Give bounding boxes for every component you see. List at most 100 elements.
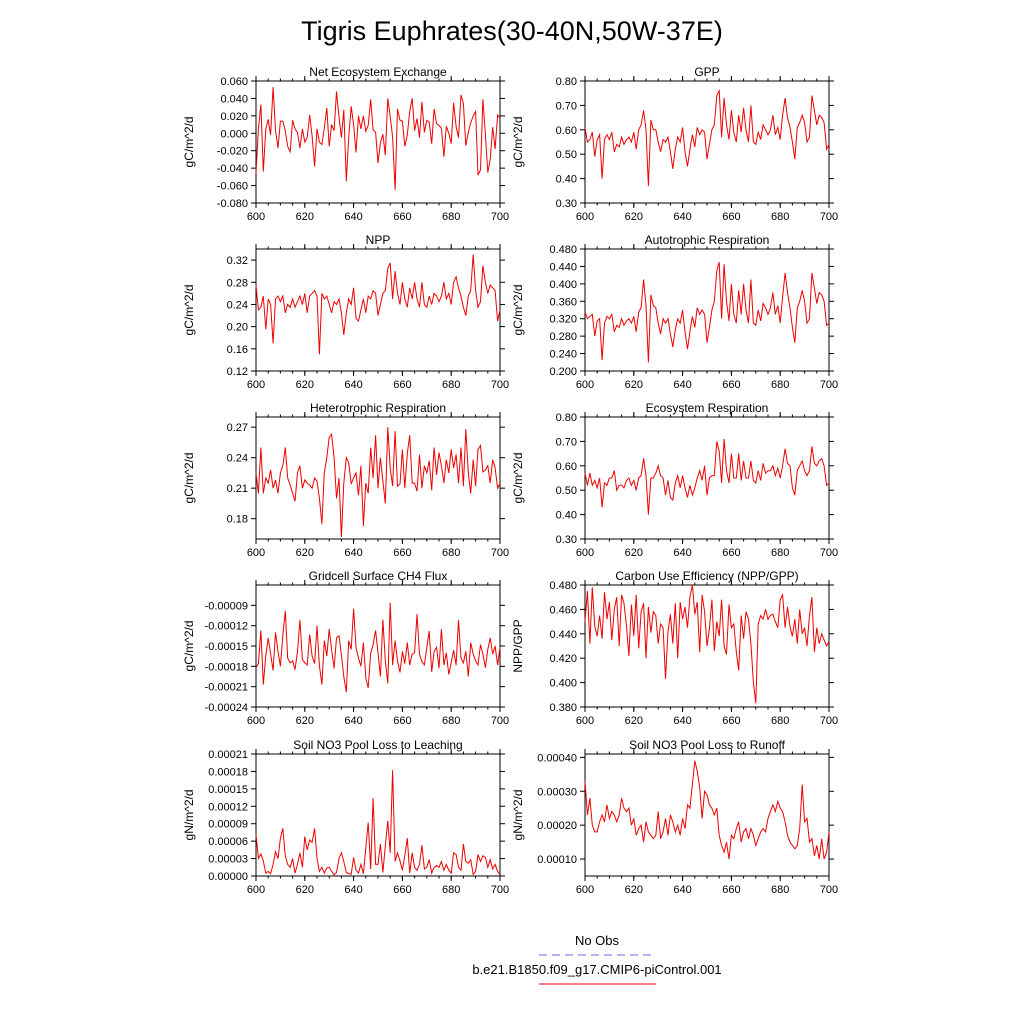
- y-axis-label: gN/m^2/d: [182, 790, 196, 841]
- y-tick-label: 0.40: [556, 510, 577, 522]
- chart-panel: Autotrophic Respiration gC/m^2/d 600 620 640…: [511, 233, 838, 391]
- plot-frame: [255, 753, 501, 877]
- y-tick-label: 0.440: [549, 261, 577, 273]
- series-line: [584, 584, 830, 704]
- y-axis-label: gC/m^2/d: [511, 453, 525, 504]
- y-tick-label: 0.00012: [208, 801, 248, 813]
- y-tick-label: 0.16: [227, 344, 248, 356]
- x-tick-label: 660: [393, 379, 411, 391]
- x-tick-label: 660: [393, 211, 411, 223]
- y-tick-label: -0.040: [217, 163, 248, 175]
- figure-title: Tigris Euphrates(30-40N,50W-37E): [301, 16, 723, 46]
- series-line: [255, 602, 501, 693]
- x-tick-label: 620: [625, 211, 643, 223]
- x-tick-label: 620: [296, 884, 314, 896]
- legend-obs-label: No Obs: [575, 933, 620, 948]
- y-tick-label: -0.00021: [205, 682, 248, 694]
- y-tick-label: 0.440: [549, 629, 577, 641]
- x-tick-label: 660: [393, 547, 411, 559]
- y-tick-label: 0.020: [220, 111, 248, 123]
- panel-title: Soil NO3 Pool Loss to Leaching: [293, 738, 462, 752]
- x-tick-label: 700: [820, 715, 838, 727]
- x-tick-label: 700: [820, 884, 838, 896]
- y-tick-label: 0.00010: [537, 854, 577, 866]
- x-tick-label: 640: [344, 715, 362, 727]
- y-tick-label: 0.060: [220, 76, 248, 88]
- x-tick-label: 700: [820, 379, 838, 391]
- y-tick-label: 0.32: [227, 255, 248, 267]
- x-tick-label: 660: [722, 547, 740, 559]
- y-tick-label: 0.320: [549, 314, 577, 326]
- plot-frame: [584, 248, 830, 372]
- y-axis-label: gC/m^2/d: [182, 453, 196, 504]
- x-tick-label: 680: [771, 884, 789, 896]
- x-tick-label: 640: [673, 884, 691, 896]
- x-tick-label: 680: [771, 547, 789, 559]
- y-tick-label: 0.70: [556, 436, 577, 448]
- y-tick-label: -0.020: [217, 146, 248, 158]
- x-tick-label: 660: [393, 884, 411, 896]
- panel-title: Autotrophic Respiration: [645, 233, 770, 247]
- y-tick-label: 0.12: [227, 366, 248, 378]
- y-tick-label: -0.00012: [205, 621, 248, 633]
- chart-panel: Soil NO3 Pool Loss to Runoff gN/m^2/d 600 6…: [511, 738, 838, 896]
- panel-title: NPP: [366, 233, 391, 247]
- y-tick-label: 0.60: [556, 125, 577, 137]
- panel-grid: Net Ecosystem Exchange gC/m^2/d 600 620 640 6…: [182, 65, 838, 896]
- x-tick-label: 600: [247, 379, 265, 391]
- x-tick-label: 680: [771, 715, 789, 727]
- y-tick-label: 0.60: [556, 461, 577, 473]
- y-tick-label: 0.400: [549, 678, 577, 690]
- y-tick-label: 0.360: [549, 296, 577, 308]
- y-tick-label: -0.00015: [205, 641, 248, 653]
- panel-title: GPP: [694, 65, 719, 79]
- x-tick-label: 600: [576, 379, 594, 391]
- x-tick-label: 700: [491, 547, 509, 559]
- y-tick-label: 0.20: [227, 322, 248, 334]
- y-tick-label: 0.00000: [208, 871, 248, 883]
- x-tick-label: 640: [673, 211, 691, 223]
- plot-frame: [255, 584, 501, 708]
- x-tick-label: 620: [625, 379, 643, 391]
- x-tick-label: 600: [247, 715, 265, 727]
- y-tick-label: 0.80: [556, 76, 577, 88]
- x-tick-label: 640: [344, 211, 362, 223]
- y-tick-label: 0.50: [556, 149, 577, 161]
- y-tick-label: 0.00009: [208, 819, 248, 831]
- x-tick-label: 700: [820, 211, 838, 223]
- chart-panel: Heterotrophic Respiration gC/m^2/d 600 620 6…: [182, 401, 509, 559]
- chart-panel: Soil NO3 Pool Loss to Leaching gN/m^2/d 60…: [182, 738, 509, 896]
- y-tick-label: 0.40: [556, 174, 577, 186]
- y-tick-label: 0.240: [549, 349, 577, 361]
- y-tick-label: 0.00030: [537, 786, 577, 798]
- y-tick-label: 0.24: [227, 453, 248, 465]
- x-tick-label: 620: [625, 715, 643, 727]
- chart-panel: Gridcell Surface CH4 Flux gC/m^2/d 600 620 6…: [182, 569, 509, 727]
- x-tick-label: 660: [393, 715, 411, 727]
- y-tick-label: 0.480: [549, 244, 577, 256]
- x-tick-label: 620: [296, 379, 314, 391]
- x-tick-label: 660: [722, 379, 740, 391]
- y-tick-label: 0.30: [556, 198, 577, 210]
- x-tick-label: 680: [442, 379, 460, 391]
- x-tick-label: 600: [247, 211, 265, 223]
- series-line: [255, 427, 501, 538]
- y-tick-label: 0.00015: [208, 784, 248, 796]
- y-tick-label: 0.28: [227, 277, 248, 289]
- x-tick-label: 640: [673, 715, 691, 727]
- y-tick-label: -0.080: [217, 198, 248, 210]
- x-tick-label: 700: [820, 547, 838, 559]
- y-tick-label: 0.24: [227, 299, 248, 311]
- x-tick-label: 620: [625, 884, 643, 896]
- y-tick-label: 0.80: [556, 412, 577, 424]
- x-tick-label: 600: [576, 884, 594, 896]
- series-line: [255, 770, 501, 876]
- series-line: [255, 254, 501, 355]
- panel-title: Soil NO3 Pool Loss to Runoff: [629, 738, 786, 752]
- x-tick-label: 660: [722, 884, 740, 896]
- x-tick-label: 680: [442, 547, 460, 559]
- plot-frame: [255, 248, 501, 372]
- y-tick-label: 0.27: [227, 422, 248, 434]
- y-tick-label: 0.460: [549, 604, 577, 616]
